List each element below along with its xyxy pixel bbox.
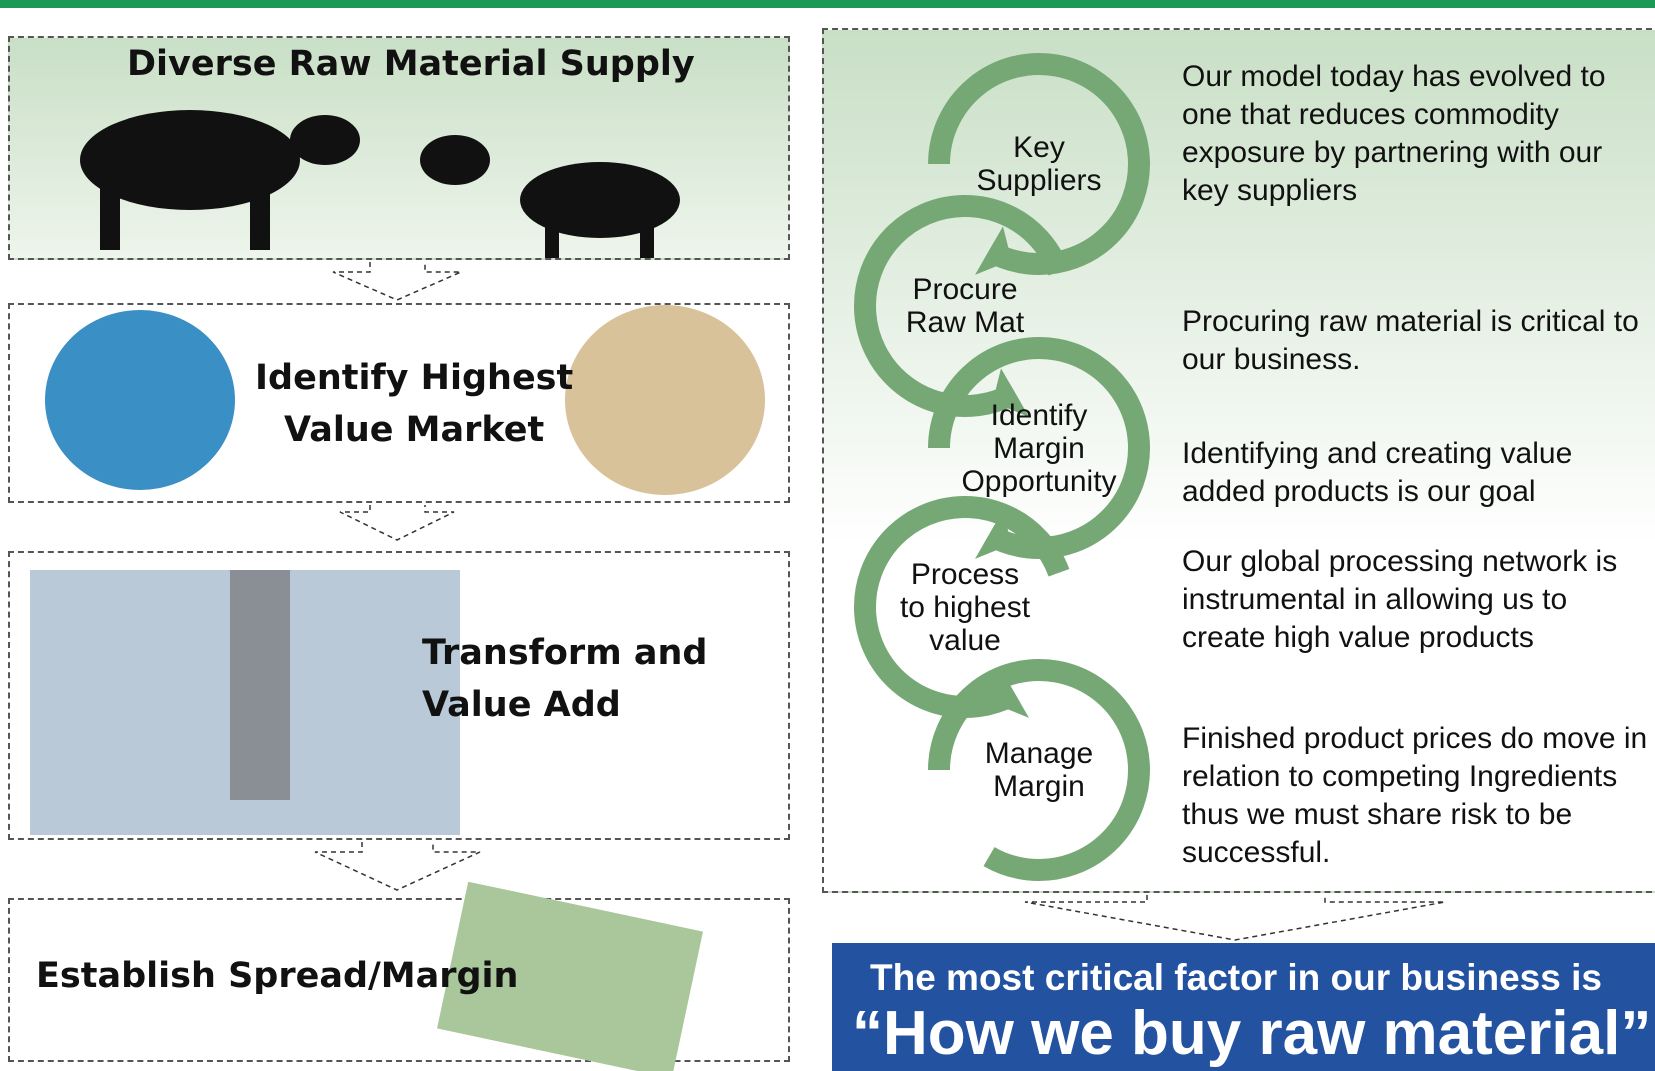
cycle-label-line: Process xyxy=(870,558,1060,591)
cycle-label-line: Suppliers xyxy=(944,164,1134,197)
step-title-line: Identify Highest xyxy=(255,352,573,404)
cycle-label-line: Manage xyxy=(944,737,1134,770)
cow-leg xyxy=(100,180,120,250)
banner-quote: “How we buy raw material” xyxy=(852,998,1651,1069)
banner: The most critical factor in our business… xyxy=(832,943,1655,1071)
cycle-label-line: Opportunity xyxy=(944,465,1134,498)
pig xyxy=(520,162,680,238)
step-title-line: Diverse Raw Material Supply xyxy=(127,38,695,90)
cycle-label-line: Key xyxy=(944,131,1134,164)
cycle-description: Finished product prices do move in relat… xyxy=(1182,720,1652,872)
cycle-label-line: Margin xyxy=(944,432,1134,465)
cycle-label-line: to highest xyxy=(870,591,1060,624)
step-title-line: Value Add xyxy=(422,679,707,731)
cycle-label-line: Procure xyxy=(870,273,1060,306)
step-title: Diverse Raw Material Supply xyxy=(127,38,695,90)
cycle-description: Our model today has evolved to one that … xyxy=(1182,58,1652,210)
fish-image xyxy=(45,310,235,490)
cycle-label-line: value xyxy=(870,624,1060,657)
cycle-description: Identifying and creating value added pro… xyxy=(1182,435,1652,511)
step-title-line: Establish Spread/Margin xyxy=(36,950,518,1002)
cycle-label-line: Identify xyxy=(944,399,1134,432)
cycle-label-line: Raw Mat xyxy=(870,306,1060,339)
cow-leg xyxy=(250,180,270,250)
animals xyxy=(80,110,680,258)
pig-leg xyxy=(640,220,654,258)
page: KeySuppliers Our model today has evolved … xyxy=(0,0,1655,1071)
pig-leg xyxy=(545,220,559,258)
banner-line: The most critical factor in our business… xyxy=(870,957,1602,999)
cycle-description: Our global processing network is instrum… xyxy=(1182,543,1652,657)
cycle-description: Procuring raw material is critical to ou… xyxy=(1182,303,1652,379)
cycle-label-line: Margin xyxy=(944,770,1134,803)
chicken xyxy=(420,135,490,185)
step-title-line: Transform and xyxy=(422,627,707,679)
cow-head xyxy=(290,115,360,165)
step-title: Establish Spread/Margin xyxy=(36,950,518,1002)
step-title-line: Value Market xyxy=(255,404,573,456)
plant-tower xyxy=(230,570,290,800)
pets-image xyxy=(565,305,765,495)
